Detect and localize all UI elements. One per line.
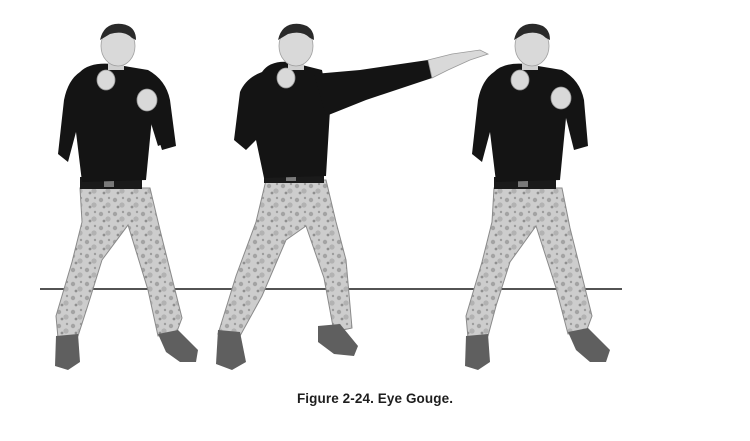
figure-right-guard-stance: [465, 23, 610, 370]
figure-middle-eye-gouge: [216, 23, 490, 370]
figure-caption: Figure 2-24. Eye Gouge.: [296, 391, 454, 406]
figure-left-guard-stance: [55, 23, 198, 370]
